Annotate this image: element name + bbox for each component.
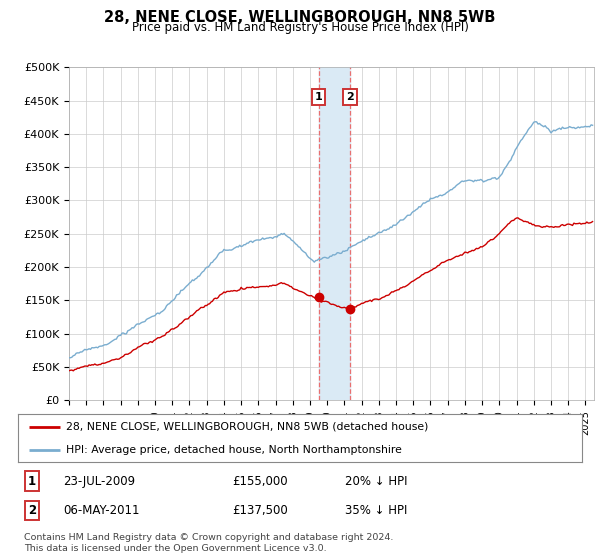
Text: £137,500: £137,500 — [232, 504, 288, 517]
Text: 2: 2 — [346, 92, 354, 102]
Text: 28, NENE CLOSE, WELLINGBOROUGH, NN8 5WB: 28, NENE CLOSE, WELLINGBOROUGH, NN8 5WB — [104, 10, 496, 25]
Text: £155,000: £155,000 — [232, 475, 288, 488]
Text: Contains HM Land Registry data © Crown copyright and database right 2024.
This d: Contains HM Land Registry data © Crown c… — [24, 533, 394, 553]
Text: 1: 1 — [28, 475, 36, 488]
Bar — [319, 67, 350, 400]
Text: Price paid vs. HM Land Registry's House Price Index (HPI): Price paid vs. HM Land Registry's House … — [131, 21, 469, 34]
Text: 35% ↓ HPI: 35% ↓ HPI — [345, 504, 407, 517]
Text: 2: 2 — [28, 504, 36, 517]
Text: 06-MAY-2011: 06-MAY-2011 — [63, 504, 140, 517]
Text: 23-JUL-2009: 23-JUL-2009 — [63, 475, 135, 488]
Text: 28, NENE CLOSE, WELLINGBOROUGH, NN8 5WB (detached house): 28, NENE CLOSE, WELLINGBOROUGH, NN8 5WB … — [66, 422, 428, 432]
Text: 20% ↓ HPI: 20% ↓ HPI — [345, 475, 407, 488]
Text: HPI: Average price, detached house, North Northamptonshire: HPI: Average price, detached house, Nort… — [66, 445, 402, 455]
Text: 1: 1 — [315, 92, 322, 102]
